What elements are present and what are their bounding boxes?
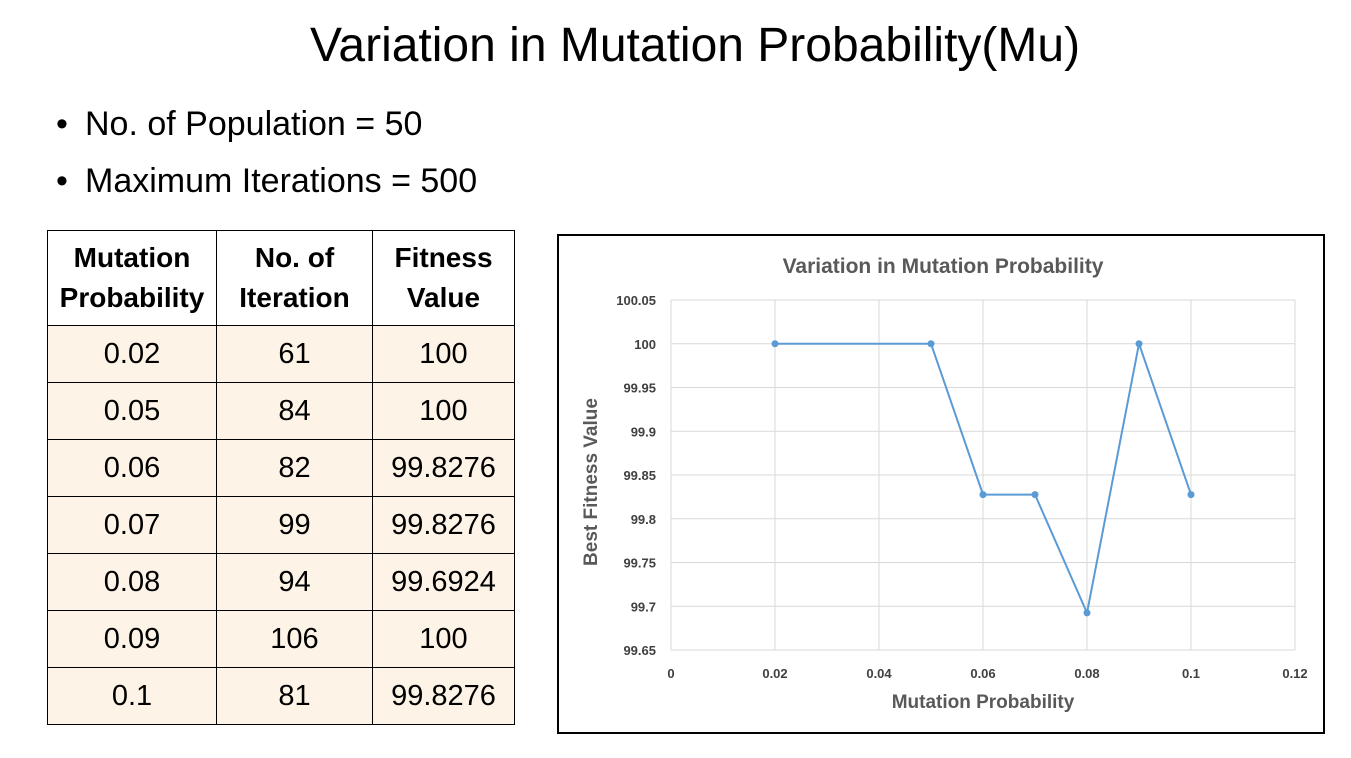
y-tick-label: 100.05: [616, 293, 656, 308]
header-line: Iteration: [239, 282, 350, 313]
table-row: 0.1 81 99.8276: [47, 667, 515, 725]
cell-mutation: 0.08: [47, 553, 217, 611]
cell-fitness: 100: [372, 382, 515, 440]
y-tick-label: 99.9: [631, 424, 656, 439]
table-row: 0.09 106 100: [47, 610, 515, 668]
data-point: [1135, 340, 1143, 348]
chart-grid: [670, 299, 1296, 651]
line-chart: Variation in Mutation Probability 99.65 9…: [557, 234, 1325, 734]
cell-mutation: 0.06: [47, 439, 217, 497]
x-tick-label: 0: [667, 666, 674, 681]
table-row: 0.06 82 99.8276: [47, 439, 515, 497]
header-iterations: No. of Iteration: [216, 230, 373, 326]
header-fitness-value: Fitness Value: [372, 230, 515, 326]
header-line: No. of: [254, 242, 335, 273]
table-row: 0.02 61 100: [47, 325, 515, 383]
bullet-iterations-text: Maximum Iterations = 500: [85, 162, 478, 200]
x-axis-title: Mutation Probability: [892, 692, 1075, 713]
cell-fitness: 99.8276: [372, 667, 515, 725]
y-tick-label: 99.85: [623, 468, 656, 483]
data-point: [1083, 609, 1091, 617]
cell-iteration: 82: [216, 439, 373, 497]
cell-iteration: 106: [216, 610, 373, 668]
cell-fitness: 99.8276: [372, 496, 515, 554]
header-line: Probability: [59, 282, 205, 313]
y-tick-label: 99.65: [623, 643, 656, 658]
cell-iteration: 81: [216, 667, 373, 725]
y-axis-title: Best Fitness Value: [581, 398, 602, 566]
data-point: [927, 340, 935, 348]
cell-mutation: 0.07: [47, 496, 217, 554]
bullet-iterations: • Maximum Iterations = 500: [56, 153, 477, 210]
header-line: Value: [406, 282, 481, 313]
header-mutation-probability: Mutation Probability: [47, 230, 217, 326]
cell-mutation: 0.05: [47, 382, 217, 440]
data-point: [1187, 491, 1195, 499]
cell-fitness: 100: [372, 610, 515, 668]
cell-mutation: 0.09: [47, 610, 217, 668]
y-tick-label: 99.75: [623, 556, 656, 571]
slide-title: Variation in Mutation Probability(Mu): [309, 19, 1081, 72]
x-tick-label: 0.02: [762, 666, 787, 681]
chart-series: [771, 339, 1195, 617]
cell-mutation: 0.1: [47, 667, 217, 725]
bullet-glyph: •: [56, 162, 68, 200]
chart-title: Variation in Mutation Probability: [783, 255, 1104, 278]
cell-fitness: 100: [372, 325, 515, 383]
chart-svg: Variation in Mutation Probability 99.659…: [581, 255, 1308, 713]
cell-mutation: 0.02: [47, 325, 217, 383]
data-point: [1031, 491, 1039, 499]
cell-iteration: 99: [216, 496, 373, 554]
x-tick-label: 0.06: [970, 666, 995, 681]
cell-iteration: 94: [216, 553, 373, 611]
cell-iteration: 84: [216, 382, 373, 440]
cell-fitness: 99.6924: [372, 553, 515, 611]
table-row: 0.08 94 99.6924: [47, 553, 515, 611]
table-header-row: Mutation Probability No. of Iteration Fi…: [47, 230, 515, 326]
y-tick-label: 100: [634, 337, 656, 352]
data-point: [979, 491, 987, 499]
table-row: 0.05 84 100: [47, 382, 515, 440]
chart-ticks: 99.65 99.7 99.75 99.8 99.85 99.9 99.95 100 100.0…: [616, 293, 1307, 681]
y-tick-label: 99.95: [623, 381, 656, 396]
x-tick-label: 0.12: [1282, 666, 1307, 681]
results-table: Mutation Probability No. of Iteration Fi…: [47, 230, 515, 725]
header-line: Fitness: [394, 242, 493, 273]
bullet-population: • No. of Population = 50: [56, 96, 477, 153]
header-line: Mutation: [73, 242, 191, 273]
x-tick-label: 0.1: [1182, 666, 1200, 681]
table-row: 0.07 99 99.8276: [47, 496, 515, 554]
bullet-glyph: •: [56, 105, 68, 143]
y-tick-label: 99.8: [631, 512, 656, 527]
cell-fitness: 99.8276: [372, 439, 515, 497]
bullet-population-text: No. of Population = 50: [85, 105, 423, 143]
x-tick-label: 0.08: [1074, 666, 1099, 681]
parameter-list: • No. of Population = 50 • Maximum Itera…: [56, 96, 477, 210]
y-tick-label: 99.7: [631, 599, 656, 614]
cell-iteration: 61: [216, 325, 373, 383]
data-point: [771, 340, 779, 348]
x-tick-label: 0.04: [866, 666, 892, 681]
